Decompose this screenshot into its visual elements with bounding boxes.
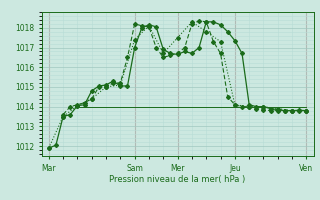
X-axis label: Pression niveau de la mer( hPa ): Pression niveau de la mer( hPa ) — [109, 175, 246, 184]
